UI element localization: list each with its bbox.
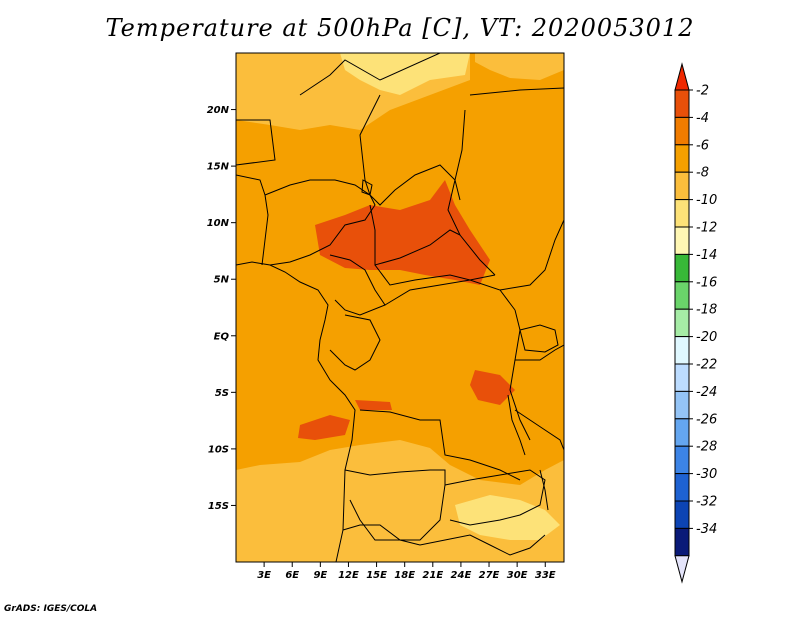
- lon-tick-label: 24E: [451, 570, 472, 581]
- field-warm-core: [315, 180, 490, 285]
- field-warm-patch-1: [470, 370, 515, 405]
- colorbar-swatch: [674, 418, 690, 447]
- border-car-south: [374, 264, 496, 286]
- colorbar-swatch: [674, 281, 690, 310]
- border-sahara-north: [299, 53, 441, 96]
- lat-tick-label: EQ: [214, 331, 230, 342]
- country-borders: [236, 53, 564, 562]
- lat-tick-label: 20N: [207, 105, 230, 116]
- colorbar-label: -8: [696, 166, 709, 181]
- colorbar-label: -26: [696, 412, 717, 427]
- lon-tick-label: 21E: [422, 570, 443, 581]
- colorbar-swatch: [674, 253, 690, 283]
- colorbar-label: -32: [696, 495, 717, 510]
- lat-tick-label: 15N: [207, 162, 230, 173]
- colorbar-swatch: [674, 144, 690, 173]
- colorbar-label: -18: [696, 303, 717, 318]
- colorbar-swatch: [674, 308, 690, 338]
- lon-tick-label: 30E: [507, 570, 528, 581]
- colorbar-label: -4: [696, 111, 709, 126]
- colorbar-label: -10: [696, 193, 717, 208]
- colorbar-label: -34: [696, 522, 717, 537]
- border-angola-south: [344, 469, 446, 541]
- lon-tick-label: 27E: [479, 570, 500, 581]
- border-benin: [261, 194, 269, 266]
- colorbar-swatch: [674, 116, 690, 146]
- lat-tick-label: 10S: [208, 444, 229, 455]
- field-lightest-region-south: [455, 495, 560, 540]
- border-lake-tanganyika: [507, 394, 526, 456]
- border-tanzania: [514, 409, 564, 451]
- lat-tick-label: 15S: [208, 501, 229, 512]
- border-congo: [329, 314, 381, 371]
- border-drc-north: [384, 279, 516, 311]
- border-namibia: [342, 524, 546, 556]
- colorbar-swatch: [674, 226, 690, 255]
- credit-text: GrADS: IGES/COLA: [4, 604, 98, 614]
- colorbar-swatch: [674, 336, 690, 365]
- lon-tick-label: 15E: [366, 570, 387, 581]
- border-west-coast: [236, 261, 356, 562]
- colorbar-label: -12: [696, 221, 717, 236]
- colorbar-swatch: [674, 527, 690, 557]
- lon-tick-label: 6E: [285, 570, 299, 581]
- colorbar-label: -16: [696, 275, 717, 290]
- border-ethiopia: [499, 219, 564, 291]
- colorbar-label: -28: [696, 440, 717, 455]
- border-zambia: [444, 469, 546, 526]
- colorbar-top-arrow: [674, 62, 690, 91]
- border-nigeria: [264, 179, 376, 266]
- colorbar-label: -14: [696, 248, 717, 263]
- border-egypt-sudan: [469, 87, 564, 96]
- map-title: Temperature at 500hPa [C], VT: 202005301…: [105, 14, 695, 42]
- colorbar-swatch: [674, 171, 690, 201]
- map-frame: [235, 52, 565, 563]
- border-west-sahel: [236, 174, 266, 196]
- colorbar-swatch: [674, 89, 690, 118]
- colorbar-label: -20: [696, 330, 717, 345]
- lat-tick-label: 10N: [207, 218, 230, 229]
- border-lake-malawi: [539, 469, 549, 511]
- lat-tick-label: 5S: [215, 388, 229, 399]
- colorbar-swatch: [674, 363, 690, 392]
- border-lake-victoria: [519, 324, 559, 353]
- latitude-axis: 20N 15N 10N 5N EQ 5S 10S 15S: [207, 105, 236, 512]
- lon-tick-label: 12E: [338, 570, 359, 581]
- field-warm-patch-3: [355, 400, 392, 410]
- colorbar-bottom-arrow: [674, 555, 690, 584]
- border-cameroon: [329, 254, 386, 316]
- colorbar-label: -24: [696, 385, 717, 400]
- border-kenya: [515, 344, 564, 361]
- colorbar-label: -2: [696, 84, 709, 99]
- colorbar-swatch: [674, 199, 690, 228]
- border-drc-south: [359, 409, 521, 481]
- colorbar-label: -6: [696, 138, 709, 153]
- border-car-north: [369, 204, 461, 266]
- lat-tick-label: 5N: [214, 275, 230, 286]
- colorbar-label: -22: [696, 358, 717, 373]
- longitude-axis: 3E 6E 9E 12E 15E 18E 21E 24E 27E 30E 33E: [257, 562, 556, 581]
- field-lighter-region-northeast: [475, 53, 564, 80]
- lon-tick-label: 18E: [394, 570, 415, 581]
- border-chad-sudan: [447, 109, 496, 276]
- lon-tick-label: 9E: [313, 570, 327, 581]
- border-drc-east: [509, 309, 531, 441]
- border-mali: [236, 119, 276, 166]
- colorbar-label: -30: [696, 467, 717, 482]
- colorbar-swatch: [674, 445, 690, 475]
- colorbar-swatch: [674, 390, 690, 420]
- colorbar-swatch: [674, 500, 690, 529]
- border-lake-chad: [361, 179, 373, 196]
- temperature-field: [236, 53, 564, 562]
- border-niger-algeria: [359, 94, 381, 196]
- colorbar-swatch: [674, 473, 690, 502]
- field-lightest-region-north: [340, 53, 470, 95]
- lon-tick-label: 3E: [257, 570, 271, 581]
- field-warm-patch-2: [298, 415, 350, 440]
- lon-tick-label: 33E: [535, 570, 556, 581]
